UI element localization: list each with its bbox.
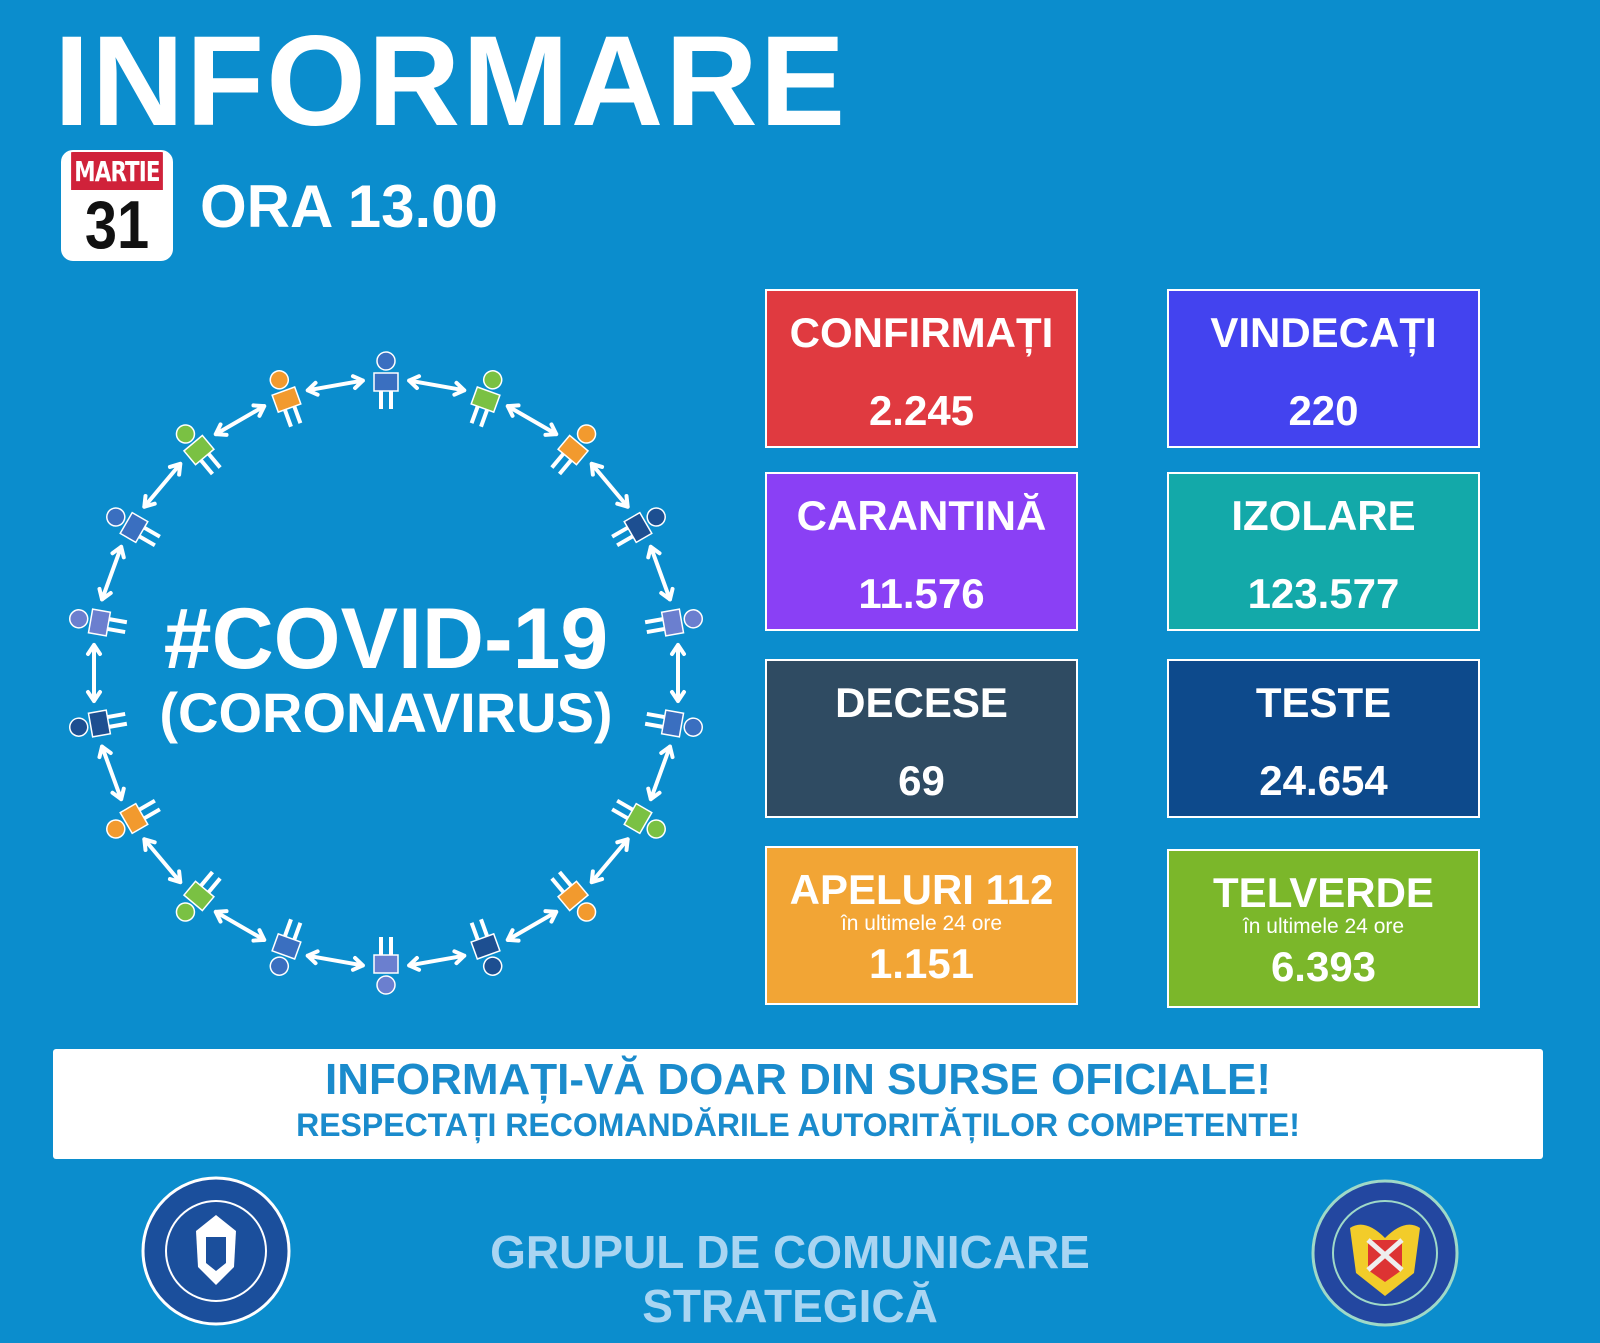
- page-title: INFORMARE: [54, 10, 848, 153]
- person-icon: [373, 351, 399, 409]
- double-arrow-icon: [86, 643, 102, 703]
- stat-label: APELURI 112: [789, 866, 1054, 913]
- calendar-month: MARTIE: [71, 152, 163, 190]
- covid-subtitle: (CORONAVIRUS): [159, 681, 613, 744]
- double-arrow-icon: [505, 909, 559, 943]
- double-arrow-icon: [505, 403, 559, 437]
- footer-text: GRUPUL DE COMUNICARE STRATEGICĂ: [490, 1226, 1090, 1332]
- double-arrow-icon: [97, 544, 126, 602]
- government-seal-logo: [141, 1176, 291, 1326]
- person-icon: [175, 424, 222, 476]
- dsu-emblem-logo: [1311, 1179, 1459, 1327]
- person-icon: [469, 918, 503, 976]
- stat-value: 2.245: [868, 387, 975, 434]
- stat-label: VINDECAȚI: [1210, 309, 1437, 356]
- stat-value: 69: [898, 757, 945, 804]
- double-arrow-icon: [97, 744, 126, 802]
- person-icon: [269, 918, 303, 976]
- person-icon: [550, 870, 597, 922]
- stat-label: CARANTINĂ: [796, 492, 1047, 539]
- stat-value: 11.576: [858, 570, 985, 617]
- stat-box-vindecați: VINDECAȚI 220: [1167, 289, 1480, 448]
- stat-value: 123.577: [1247, 570, 1400, 617]
- official-sources-banner: INFORMAȚI-VĂ DOAR DIN SURSE OFICIALE! RE…: [53, 1049, 1543, 1159]
- covid-hashtag: #COVID-19: [163, 591, 609, 687]
- double-arrow-icon: [646, 744, 675, 802]
- stat-value: 1.151: [868, 940, 975, 987]
- double-arrow-icon: [646, 544, 675, 602]
- stat-label: IZOLARE: [1231, 492, 1416, 539]
- stat-label: TESTE: [1255, 679, 1392, 726]
- person-icon: [68, 608, 128, 637]
- stat-label: CONFIRMAȚI: [789, 309, 1054, 356]
- double-arrow-icon: [142, 837, 183, 885]
- double-arrow-icon: [213, 909, 267, 943]
- stat-box-decese: DECESE 69: [765, 659, 1078, 818]
- person-icon: [611, 798, 666, 839]
- person-icon: [644, 608, 704, 637]
- stat-box-teste: TESTE 24.654: [1167, 659, 1480, 818]
- stat-value: 24.654: [1259, 757, 1388, 804]
- person-icon: [469, 370, 503, 428]
- stat-box-confirmați: CONFIRMAȚI 2.245: [765, 289, 1078, 448]
- stat-value: 220: [1288, 387, 1359, 434]
- people-ring-illustration: [68, 351, 704, 995]
- person-icon: [269, 370, 303, 428]
- person-icon: [611, 507, 666, 548]
- stat-box-carantină: CARANTINĂ 11.576: [765, 472, 1078, 631]
- person-icon: [106, 798, 161, 839]
- stat-value: 6.393: [1270, 943, 1377, 990]
- person-icon: [106, 507, 161, 548]
- person-icon: [175, 870, 222, 922]
- stat-box-apeluri-112: APELURI 112 în ultimele 24 ore 1.151: [765, 846, 1078, 1005]
- stat-box-izolare: IZOLARE 123.577: [1167, 472, 1480, 631]
- person-icon: [550, 424, 597, 476]
- stat-box-telverde: TELVERDE în ultimele 24 ore 6.393: [1167, 849, 1480, 1008]
- person-icon: [68, 709, 128, 738]
- stat-sublabel: în ultimele 24 ore: [840, 912, 1003, 935]
- calendar-day: 31: [84, 187, 150, 261]
- double-arrow-icon: [589, 461, 630, 509]
- double-arrow-icon: [213, 403, 267, 437]
- double-arrow-icon: [407, 374, 467, 397]
- stat-sublabel: în ultimele 24 ore: [1242, 915, 1405, 938]
- double-arrow-icon: [589, 837, 630, 885]
- stat-label: DECESE: [835, 679, 1008, 726]
- double-arrow-icon: [407, 949, 467, 972]
- double-arrow-icon: [142, 461, 183, 509]
- stat-label: TELVERDE: [1213, 869, 1434, 916]
- person-icon: [644, 709, 704, 738]
- banner-line-2: RESPECTAȚI RECOMANDĂRILE AUTORITĂȚILOR C…: [296, 1107, 1300, 1143]
- banner-line-1: INFORMAȚI-VĂ DOAR DIN SURSE OFICIALE!: [325, 1055, 1271, 1104]
- person-icon: [373, 937, 399, 995]
- calendar-icon: MARTIE 31: [61, 150, 173, 261]
- double-arrow-icon: [305, 949, 365, 972]
- double-arrow-icon: [305, 374, 365, 397]
- double-arrow-icon: [670, 643, 686, 703]
- report-time: ORA 13.00: [200, 173, 498, 240]
